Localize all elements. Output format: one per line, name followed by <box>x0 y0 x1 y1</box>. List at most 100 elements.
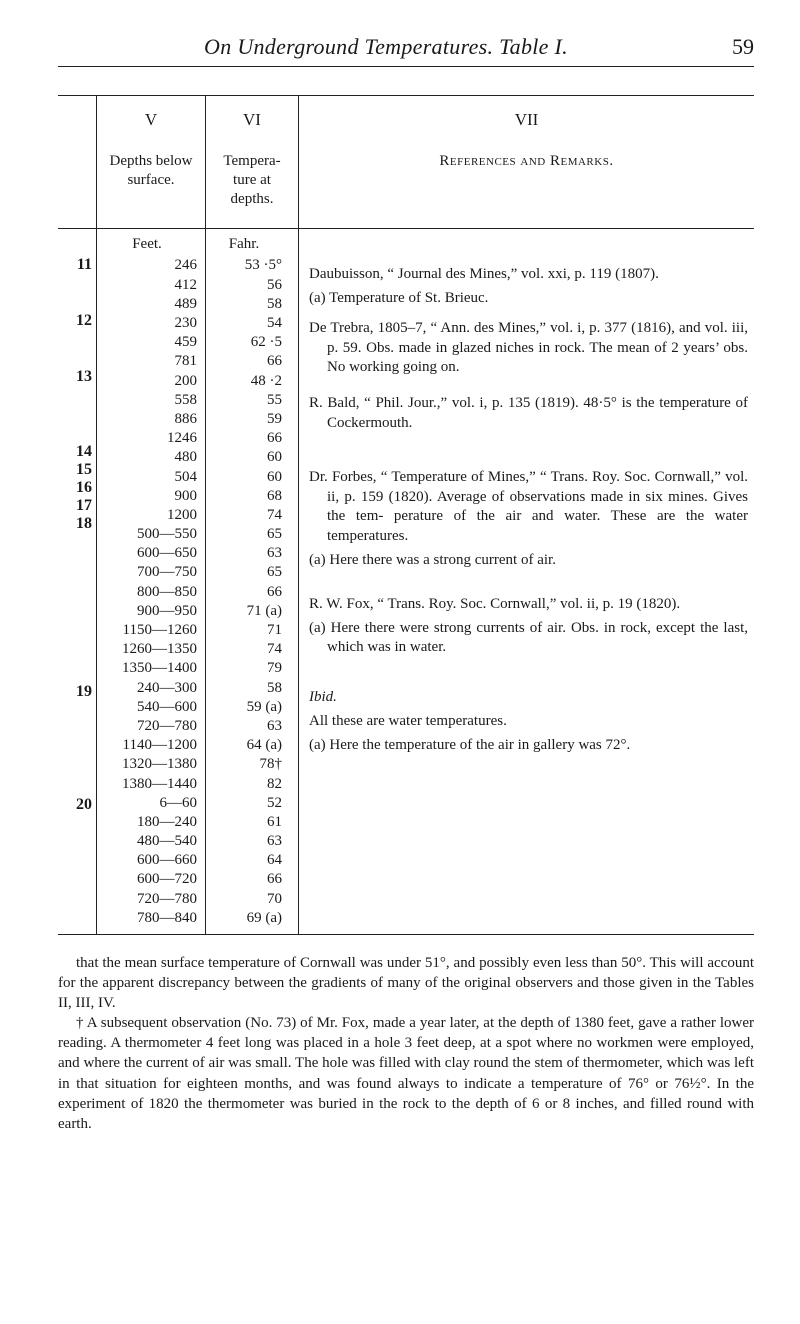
col-vi-sub: Tempera- ture at depths. <box>206 130 298 228</box>
temp-cell: 78† <box>206 755 282 774</box>
depth-cell: 800—850 <box>97 583 197 602</box>
temp-cell: 64 (a) <box>206 736 282 755</box>
col-v-sub: Depths below surface. <box>97 130 205 210</box>
temp-cell: 82 <box>206 775 282 794</box>
depth-cell: 480—540 <box>97 832 197 851</box>
temp-cell: 74 <box>206 640 282 659</box>
temp-cell: 69 (a) <box>206 909 282 928</box>
footnote-2: † A subsequent observation (No. 73) of M… <box>58 1013 754 1134</box>
row-num: 16 <box>58 479 92 497</box>
row-number-gutter: 11 12 13 14 15 16 17 18 19 20 <box>58 229 97 934</box>
depth-cell: 781 <box>97 352 197 371</box>
footnotes: that the mean surface temperature of Cor… <box>58 953 754 1134</box>
depth-cell: 900 <box>97 487 197 506</box>
depth-cell: 720—780 <box>97 717 197 736</box>
depth-cell: 500—550 <box>97 525 197 544</box>
depth-cell: 558 <box>97 391 197 410</box>
depth-cell: 886 <box>97 410 197 429</box>
depth-cell: 246 <box>97 256 197 275</box>
temps-column: Fahr. 53 ·5° 56 58 54 62 ·5 66 48 ·2 55 … <box>206 229 299 934</box>
depths-unit: Feet. <box>97 235 197 256</box>
depth-cell: 1380—1440 <box>97 775 197 794</box>
temp-cell: 59 (a) <box>206 698 282 717</box>
col-vii-head: VII <box>299 96 754 130</box>
depth-cell: 1200 <box>97 506 197 525</box>
remark-p3: R. Bald, “ Phil. Jour.,” vol. i, p. 135 … <box>309 394 748 434</box>
depth-cell: 1140—1200 <box>97 736 197 755</box>
temp-cell: 66 <box>206 352 282 371</box>
depth-cell: 412 <box>97 276 197 295</box>
temp-cell: 48 ·2 <box>206 372 282 391</box>
row-num: 14 <box>58 443 92 461</box>
row-num: 13 <box>58 368 92 386</box>
depth-cell: 240—300 <box>97 679 197 698</box>
depth-cell: 200 <box>97 372 197 391</box>
remark-p1a: (a) Temperature of St. Brieuc. <box>309 289 748 309</box>
temp-cell: 56 <box>206 276 282 295</box>
running-head: On Underground Temperatures. Table I. 59 <box>58 34 754 67</box>
depth-cell: 504 <box>97 468 197 487</box>
remark-p6b: (a) Here the temperature of the air in g… <box>309 736 748 756</box>
temp-cell: 63 <box>206 832 282 851</box>
remark-p4a: (a) Here there was a strong current of a… <box>309 551 748 571</box>
remark-p5: R. W. Fox, “ Trans. Roy. Soc. Cornwall,”… <box>309 595 748 615</box>
depth-cell: 780—840 <box>97 909 197 928</box>
temp-cell: 68 <box>206 487 282 506</box>
depth-cell: 540—600 <box>97 698 197 717</box>
temp-cell: 59 <box>206 410 282 429</box>
row-num: 18 <box>58 515 92 533</box>
depth-cell: 6—60 <box>97 794 197 813</box>
row-num: 20 <box>58 796 92 814</box>
temp-cell: 54 <box>206 314 282 333</box>
temp-cell: 58 <box>206 679 282 698</box>
table-header-row: V Depths below surface. VI Tempera- ture… <box>58 96 754 229</box>
temp-cell: 55 <box>206 391 282 410</box>
table-body: 11 12 13 14 15 16 17 18 19 20 Feet. 246 … <box>58 229 754 934</box>
depth-cell: 1246 <box>97 429 197 448</box>
depth-cell: 480 <box>97 448 197 467</box>
temp-cell: 63 <box>206 544 282 563</box>
col-v-head: V <box>97 96 205 130</box>
row-num: 12 <box>58 312 92 330</box>
temp-cell: 63 <box>206 717 282 736</box>
temp-cell: 79 <box>206 659 282 678</box>
depth-cell: 900—950 <box>97 602 197 621</box>
temp-cell: 58 <box>206 295 282 314</box>
running-title: On Underground Temperatures. Table I. <box>58 34 714 60</box>
remark-p6a: All these are water temperatures. <box>309 712 748 732</box>
row-num: 11 <box>58 256 92 274</box>
remark-p1: Daubuisson, “ Journal des Mines,” vol. x… <box>309 265 748 285</box>
depth-cell: 230 <box>97 314 197 333</box>
temp-cell: 65 <box>206 563 282 582</box>
temp-cell: 60 <box>206 448 282 467</box>
temp-cell: 62 ·5 <box>206 333 282 352</box>
footnote-1: that the mean surface temperature of Cor… <box>58 953 754 1013</box>
row-num: 15 <box>58 461 92 479</box>
depth-cell: 1350—1400 <box>97 659 197 678</box>
temp-cell: 52 <box>206 794 282 813</box>
temp-cell: 70 <box>206 890 282 909</box>
depth-cell: 180—240 <box>97 813 197 832</box>
depth-cell: 700—750 <box>97 563 197 582</box>
temp-cell: 71 (a) <box>206 602 282 621</box>
remark-p2: De Trebra, 1805–7, “ Ann. des Mines,” vo… <box>309 319 748 378</box>
col-vi-head: VI <box>206 96 298 130</box>
depth-cell: 1320—1380 <box>97 755 197 774</box>
temp-cell: 74 <box>206 506 282 525</box>
temp-cell: 53 ·5° <box>206 256 282 275</box>
temp-cell: 61 <box>206 813 282 832</box>
temp-cell: 71 <box>206 621 282 640</box>
depth-cell: 1150—1260 <box>97 621 197 640</box>
remark-p4: Dr. Forbes, “ Temperature of Mines,” “ T… <box>309 468 748 547</box>
temps-unit: Fahr. <box>206 235 282 256</box>
depths-column: Feet. 246 412 489 230 459 781 200 558 88… <box>97 229 206 934</box>
page-number: 59 <box>714 34 754 60</box>
temp-cell: 66 <box>206 583 282 602</box>
temp-cell: 60 <box>206 468 282 487</box>
depth-cell: 720—780 <box>97 890 197 909</box>
depth-cell: 600—650 <box>97 544 197 563</box>
data-table: V Depths below surface. VI Tempera- ture… <box>58 95 754 935</box>
remark-p6: Ibid. <box>309 689 337 705</box>
row-num: 19 <box>58 683 92 701</box>
depth-cell: 600—720 <box>97 870 197 889</box>
